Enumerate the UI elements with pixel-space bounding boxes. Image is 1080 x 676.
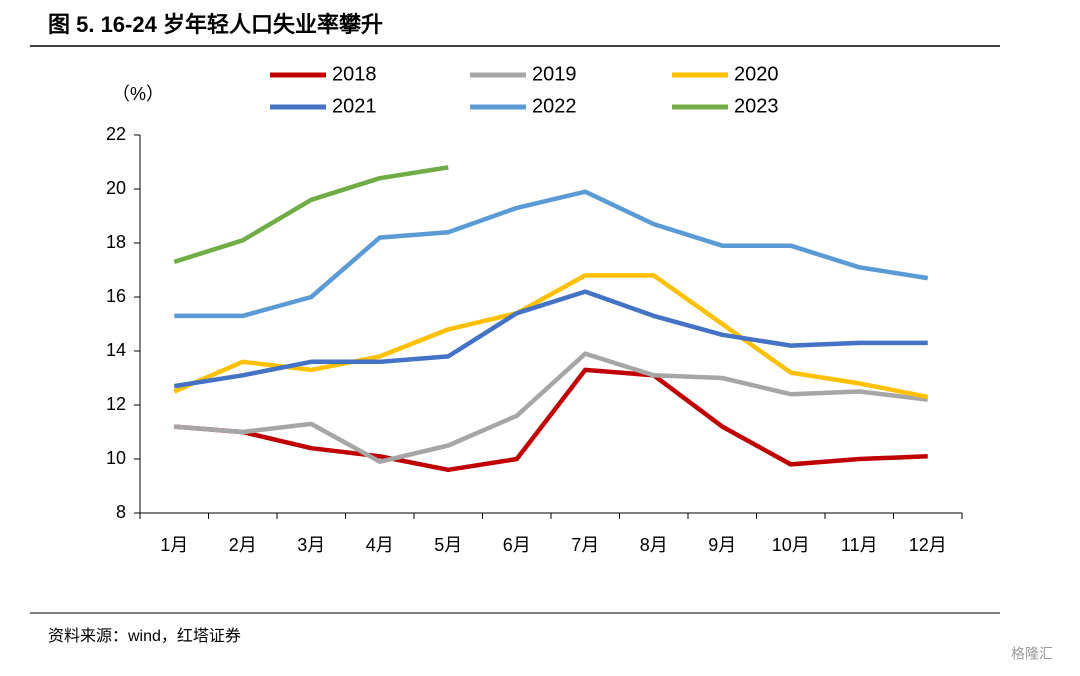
x-tick-label: 7月 (571, 535, 599, 555)
series-line (173, 273, 929, 400)
y-tick-label: 10 (106, 448, 126, 468)
legend-label: 2018 (332, 63, 377, 85)
series-line (173, 289, 928, 389)
y-tick-label: 12 (106, 394, 126, 414)
y-axis-label: （%） (112, 84, 164, 104)
y-tick-label: 8 (116, 502, 126, 522)
y-tick-label: 20 (106, 178, 126, 198)
legend-label: 2020 (734, 63, 779, 85)
x-tick-label: 2月 (229, 535, 257, 555)
series-line (173, 165, 449, 265)
chart-title: 图 5. 16-24 岁年轻人口失业率攀升 (48, 12, 383, 37)
series-line (174, 351, 929, 464)
x-tick-label: 8月 (640, 535, 668, 555)
series-line (174, 189, 929, 319)
y-tick-label: 18 (106, 232, 126, 252)
legend-label: 2022 (532, 95, 577, 117)
legend-label: 2023 (734, 95, 779, 117)
y-tick-label: 14 (106, 340, 126, 360)
x-tick-label: 4月 (366, 535, 394, 555)
y-tick-label: 22 (106, 124, 126, 144)
x-tick-label: 10月 (772, 535, 810, 555)
y-tick-label: 16 (106, 286, 126, 306)
x-tick-label: 5月 (434, 535, 462, 555)
legend-label: 2019 (532, 63, 577, 85)
x-tick-label: 6月 (503, 535, 531, 555)
x-tick-label: 3月 (297, 535, 325, 555)
x-tick-label: 12月 (909, 535, 947, 555)
legend-label: 2021 (332, 95, 377, 117)
x-tick-label: 1月 (160, 535, 188, 555)
x-tick-label: 9月 (708, 535, 736, 555)
series-line (174, 367, 928, 473)
watermark: 格隆汇 (1011, 646, 1053, 662)
source: 资料来源：wind，红塔证券 (48, 627, 241, 645)
x-tick-label: 11月 (841, 535, 878, 555)
